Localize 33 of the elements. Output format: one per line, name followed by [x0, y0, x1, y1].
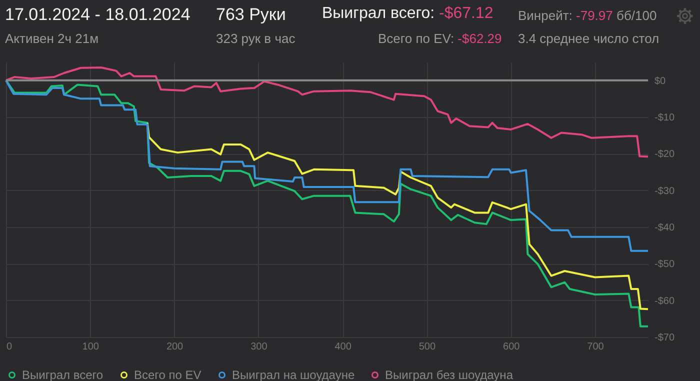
x-tick-label: 0	[6, 342, 12, 352]
y-tick-label: -$30	[654, 186, 675, 197]
y-tick-label: -$20	[654, 149, 675, 160]
line-series	[146, 122, 649, 310]
y-tick-label: -$50	[654, 259, 675, 270]
x-tick-label: 100	[82, 342, 100, 352]
text: 323 рук в час	[216, 31, 296, 46]
text: Всего по EV:	[378, 31, 454, 46]
text: -$62.29	[456, 31, 502, 46]
x-tick-label: 400	[334, 342, 352, 352]
x-tick-label: 700	[587, 342, 604, 352]
y-tick-label: $0	[654, 76, 666, 87]
text: -$67.12	[438, 5, 494, 22]
chart-title: 17.01.2024 - 18.01.2024	[5, 5, 190, 24]
y-tick-label: -$10	[654, 112, 675, 124]
x-tick-label: 500	[418, 342, 436, 352]
y-tick-label: -$70	[654, 332, 675, 344]
line-series	[5, 66, 649, 158]
text: -79.97	[575, 8, 613, 23]
y-tick-label: -$40	[654, 222, 675, 234]
x-tick-label: 200	[166, 342, 184, 352]
legend-label: Всего по EV	[134, 368, 202, 381]
text: 3.4 среднее число стол	[518, 31, 660, 46]
text: бб/100	[616, 8, 657, 23]
x-tick-label: 300	[250, 342, 268, 352]
text: 763 Руки	[216, 5, 286, 24]
text: Винрейт:	[518, 8, 572, 23]
line-series	[5, 79, 649, 328]
chart-subtitle: Активен 2ч 21м	[5, 31, 99, 46]
y-tick-label: -$60	[654, 296, 675, 307]
line-series	[5, 79, 649, 252]
text: Выиграл всего:	[322, 5, 435, 22]
x-tick-label: 600	[503, 342, 520, 352]
